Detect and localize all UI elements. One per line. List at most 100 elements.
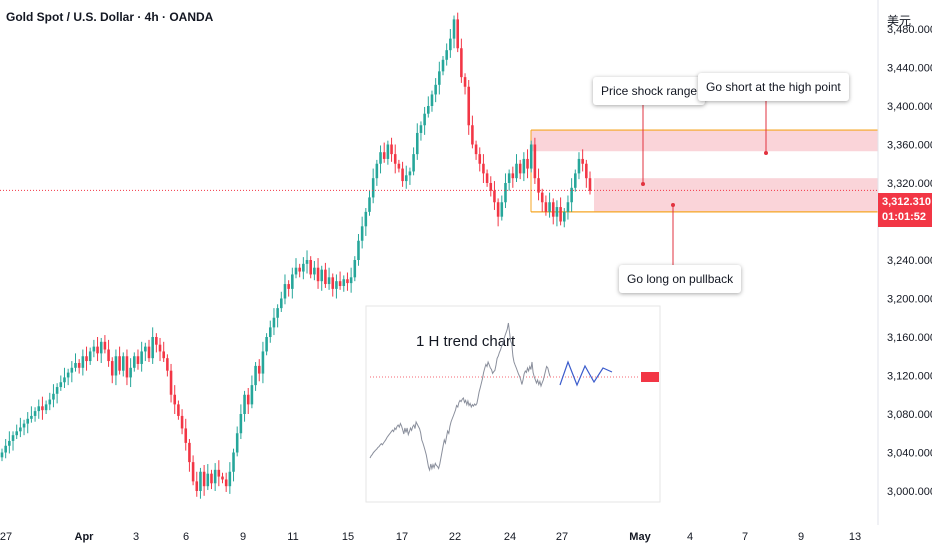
candle-body	[427, 106, 430, 114]
candle-body	[188, 442, 191, 463]
candle-body	[537, 178, 540, 193]
candle-body	[338, 281, 342, 286]
x-tick-label: 4	[687, 531, 693, 543]
candle-body	[121, 356, 125, 371]
candle-body	[37, 406, 41, 412]
candle-body	[302, 263, 305, 272]
candle-body	[346, 279, 349, 284]
candle-body	[493, 190, 496, 203]
candle-body	[103, 341, 107, 350]
candle-body	[202, 471, 206, 487]
candle-body	[408, 171, 412, 176]
candle-body	[353, 260, 357, 278]
callout-go-long[interactable]: Go long on pullback	[619, 265, 742, 293]
y-tick-label: 3,000.000	[887, 486, 932, 498]
inset-title: 1 H trend chart	[416, 333, 516, 350]
candle-body	[438, 71, 441, 85]
candle-body	[518, 163, 522, 174]
candle-body	[151, 337, 154, 359]
callout-go-short[interactable]: Go short at the high point	[698, 73, 849, 101]
candle-body	[11, 435, 15, 441]
candle-body	[30, 415, 33, 419]
candle-body	[562, 211, 566, 222]
candle-body	[254, 365, 257, 386]
candle-body	[66, 372, 70, 378]
currency-label[interactable]: 美元	[887, 14, 912, 28]
candle-body	[52, 393, 55, 400]
candle-body	[48, 399, 52, 405]
inset-projection	[559, 360, 613, 387]
y-tick-label: 3,400.000	[887, 101, 932, 113]
candle-body	[191, 462, 195, 482]
candle-body	[360, 226, 364, 241]
candle-body	[449, 38, 452, 51]
candle-body	[390, 144, 393, 155]
candle-body	[533, 144, 537, 179]
candle-body	[515, 163, 518, 179]
candle-body	[206, 473, 210, 487]
candles	[0, 12, 592, 499]
candle-body	[92, 346, 96, 352]
candle-body	[570, 187, 573, 203]
candle-body	[221, 476, 224, 480]
candle-body	[423, 113, 426, 126]
candle-body	[136, 356, 140, 364]
candle-body	[232, 452, 235, 472]
candle-body	[195, 481, 199, 491]
candle-body	[349, 277, 353, 284]
candle-body	[268, 327, 272, 337]
candle-body	[158, 344, 162, 352]
x-tick-label: 17	[396, 531, 408, 543]
candle-body	[88, 351, 92, 362]
candle-body	[419, 125, 423, 133]
candle-body	[393, 154, 397, 164]
inset-series	[369, 322, 659, 472]
candle-body	[177, 404, 180, 416]
candle-body	[371, 178, 375, 198]
candle-body	[305, 260, 309, 264]
candle-body	[96, 346, 99, 354]
candle-body	[298, 267, 301, 272]
candle-body	[529, 144, 533, 169]
candle-body	[441, 59, 445, 72]
x-tick-label: 27	[556, 531, 568, 543]
callout-price-shock-range[interactable]: Price shock range	[593, 77, 706, 105]
leader-dot	[764, 151, 768, 155]
candle-body	[41, 406, 44, 411]
candle-body	[217, 469, 221, 477]
candle-body	[22, 423, 26, 428]
candle-body	[551, 202, 555, 217]
candle-body	[544, 202, 548, 212]
candle-body	[140, 351, 143, 364]
candle-body	[485, 173, 489, 183]
candle-body	[155, 337, 158, 345]
y-axis: 3,480.000 3,440.000 3,400.000 3,360.000 3,32…	[877, 0, 932, 525]
candle-body	[574, 173, 577, 188]
x-tick-label: 24	[504, 531, 516, 543]
candle-body	[511, 173, 515, 179]
candle-body	[540, 192, 544, 203]
candle-body	[265, 337, 268, 352]
candle-body	[59, 382, 63, 388]
candle-body	[283, 284, 287, 299]
candle-body	[445, 50, 448, 60]
candle-body	[588, 178, 592, 191]
y-tick-label: 3,120.000	[887, 371, 932, 383]
current-price-tag: 3,312.310 01:01:52	[878, 193, 932, 227]
candle-body	[85, 356, 88, 362]
candle-body	[99, 341, 103, 354]
candle-body	[118, 356, 121, 371]
y-tick-label: 3,040.000	[887, 448, 932, 460]
candle-body	[463, 77, 467, 87]
candle-body	[474, 144, 478, 155]
inset-price-tag	[641, 372, 659, 382]
candle-body	[169, 370, 173, 395]
y-tick-label: 3,160.000	[887, 332, 932, 344]
candle-body	[309, 260, 312, 275]
inset-price-series	[369, 322, 551, 472]
inset-frame	[365, 305, 661, 503]
candle-body	[415, 132, 419, 155]
x-tick-label: 9	[240, 531, 246, 543]
y-tick-label: 3,240.000	[887, 255, 932, 267]
